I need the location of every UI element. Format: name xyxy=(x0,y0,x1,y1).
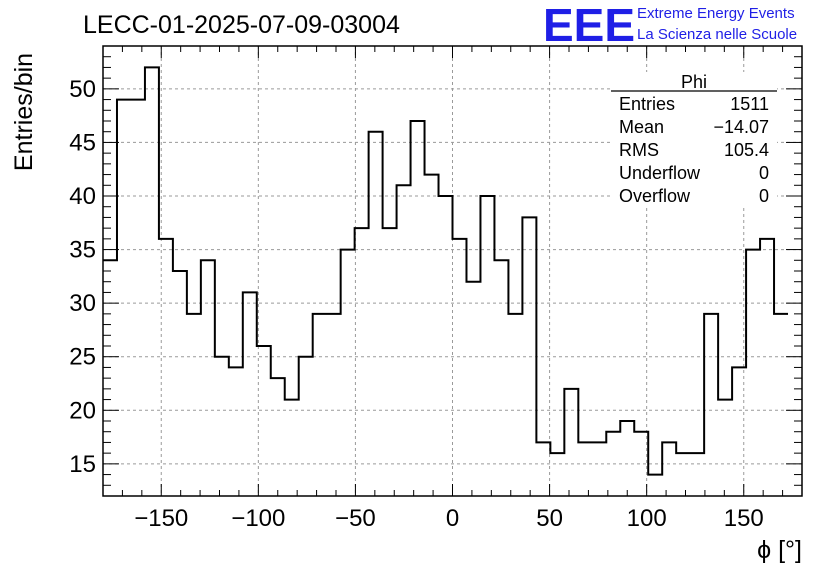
y-tick-label: 50 xyxy=(69,76,96,103)
axis-ticks xyxy=(102,46,803,496)
x-tick-label: 0 xyxy=(446,505,459,532)
x-tick-label: 100 xyxy=(627,505,667,532)
histogram-line xyxy=(103,66,789,476)
y-tick-label: 35 xyxy=(69,237,96,264)
stats-value-mean: −14.07 xyxy=(713,117,769,137)
x-tick-label: −150 xyxy=(134,505,188,532)
stats-label-mean: Mean xyxy=(619,117,664,137)
stats-label-overflow: Overflow xyxy=(619,186,691,206)
y-tick-label: 45 xyxy=(69,129,96,156)
stats-box: Phi Entries 1511 Mean −14.07 RMS 105.4 U… xyxy=(611,72,777,208)
y-tick-label: 15 xyxy=(69,451,96,478)
stats-value-rms: 105.4 xyxy=(724,140,769,160)
eee-logo: EEE xyxy=(543,0,635,51)
y-tick-labels: 15 20 25 30 35 40 45 50 xyxy=(69,76,96,478)
x-tick-label: 150 xyxy=(724,505,764,532)
stats-value-entries: 1511 xyxy=(730,94,769,114)
x-tick-label: −100 xyxy=(231,505,285,532)
x-tick-label: −50 xyxy=(335,505,376,532)
logo-line-2: La Scienza nelle Scuole xyxy=(637,26,797,43)
y-tick-label: 20 xyxy=(69,397,96,424)
stats-label-underflow: Underflow xyxy=(619,163,701,183)
x-tick-labels: −150 −100 −50 0 50 100 150 xyxy=(134,505,764,532)
stats-label-rms: RMS xyxy=(619,140,659,160)
stats-value-underflow: 0 xyxy=(759,163,769,183)
stats-label-entries: Entries xyxy=(619,94,675,114)
stats-value-overflow: 0 xyxy=(759,186,769,206)
y-tick-label: 40 xyxy=(69,183,96,210)
y-axis-label: Entries/bin xyxy=(10,53,38,171)
logo-line-1: Extreme Energy Events xyxy=(637,5,795,22)
y-tick-label: 30 xyxy=(69,290,96,317)
x-tick-label: 50 xyxy=(536,505,563,532)
x-axis-label: ϕ [°] xyxy=(757,536,802,564)
y-tick-label: 25 xyxy=(69,344,96,371)
run-title: LECC-01-2025-07-09-03004 xyxy=(83,11,400,39)
stats-title: Phi xyxy=(681,72,707,92)
